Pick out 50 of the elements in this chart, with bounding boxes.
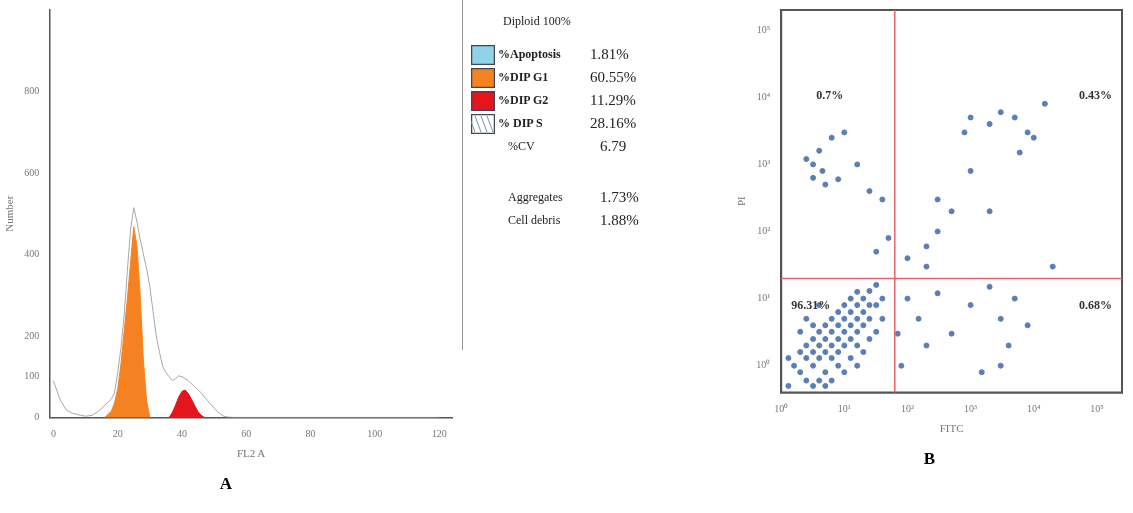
x-tick-label: 20 xyxy=(112,428,123,440)
text: 1.88% xyxy=(600,212,639,229)
text: B xyxy=(923,449,936,469)
y-tick-label: 600 xyxy=(24,166,40,178)
x-tick-label: 80 xyxy=(305,428,316,440)
x-tick-label: 60 xyxy=(241,428,252,440)
x-tick-label: 40 xyxy=(176,428,187,440)
text: 6.79 xyxy=(600,138,627,155)
y-tick-label: 10¹ xyxy=(757,292,771,304)
text: 1.81% xyxy=(590,46,629,63)
x-tick-label: 10⁴ xyxy=(1026,403,1041,415)
text: Diploid 100% xyxy=(503,14,572,29)
y-tick-label: 800 xyxy=(24,85,40,97)
text: %Apoptosis xyxy=(498,47,562,62)
annotation: 0.43% xyxy=(1079,87,1112,102)
text: 28.16% xyxy=(590,115,637,132)
x-tick-label: 0 xyxy=(50,428,56,440)
text: 11.29% xyxy=(590,92,636,109)
y-tick-label: 0 xyxy=(34,411,40,423)
annotation: 96.31% xyxy=(791,298,831,313)
y-tick-label: 10² xyxy=(757,225,771,237)
y-tick-label: 200 xyxy=(24,329,40,341)
annotation: 0.68% xyxy=(1079,298,1112,313)
text: %CV xyxy=(507,139,536,154)
y-tick-label: 10⁰ xyxy=(756,359,771,371)
text: %DIP G2 xyxy=(498,93,550,108)
text: 1.73% xyxy=(600,189,639,206)
x-tick-label: 120 xyxy=(431,428,447,440)
y-tick-label: 10⁴ xyxy=(756,90,771,102)
x-tick-label: 10⁵ xyxy=(1090,403,1104,415)
text: Cell debris xyxy=(507,213,562,228)
x-tick-label: 10² xyxy=(900,403,914,415)
x-tick-label: 10⁰ xyxy=(774,403,789,415)
x-axis-title: FITC xyxy=(939,421,964,434)
text: 60.55% xyxy=(590,69,637,86)
text: A xyxy=(219,474,233,494)
x-tick-label: 100 xyxy=(367,428,383,440)
text: % DIP S xyxy=(498,116,544,131)
y-tick-label: 10⁵ xyxy=(756,23,771,35)
y-tick-label: 100 xyxy=(24,370,40,382)
annotation: 0.7% xyxy=(816,87,844,102)
text: %DIP G1 xyxy=(498,70,550,85)
text: Aggregates xyxy=(507,190,564,205)
x-tick-label: 10³ xyxy=(964,403,978,415)
x-axis-title: FL2 A xyxy=(236,446,266,459)
y-axis-title: Number xyxy=(3,195,16,232)
y-axis-title: PI xyxy=(735,195,748,207)
y-tick-label: 400 xyxy=(24,248,40,260)
x-tick-label: 10¹ xyxy=(837,403,851,415)
y-tick-label: 10³ xyxy=(757,158,771,170)
